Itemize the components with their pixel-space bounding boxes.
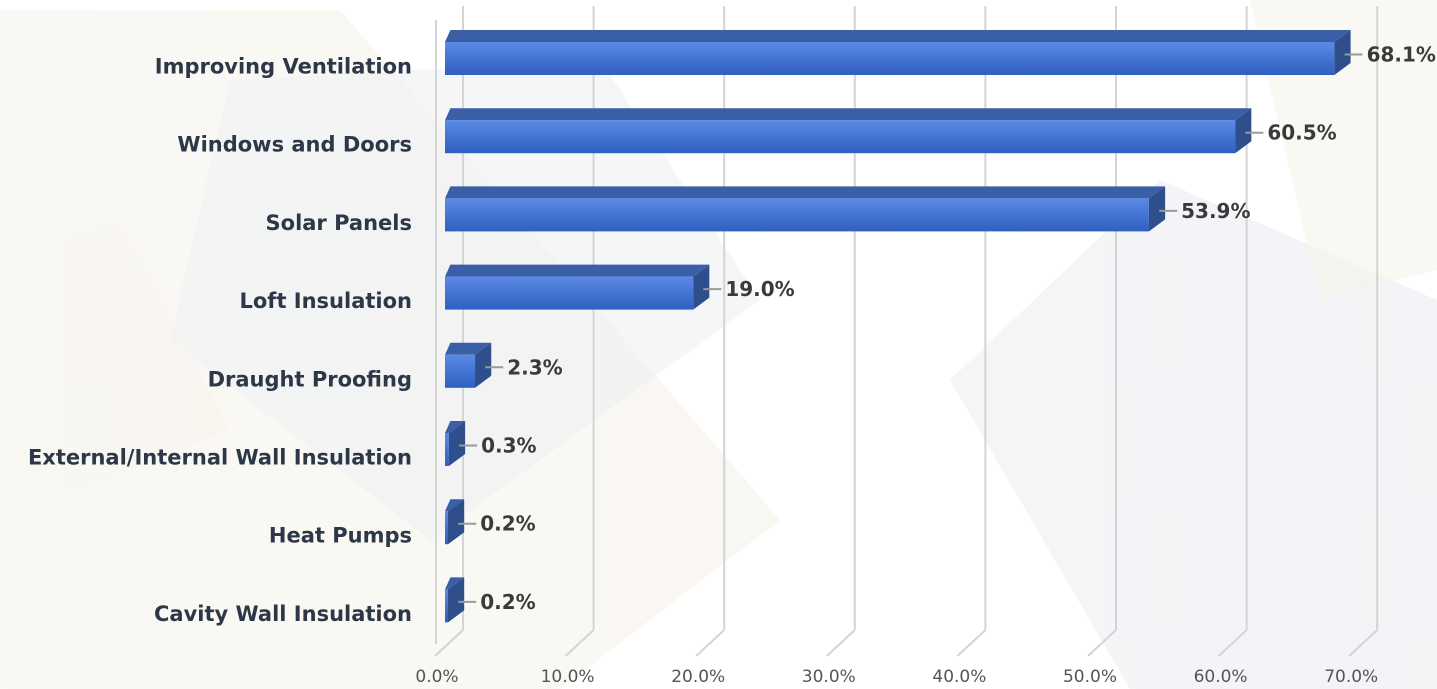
gridline-floor bbox=[434, 629, 464, 657]
bar-side-face bbox=[448, 577, 465, 623]
category-labels: Improving Ventilation Windows and Doors So… bbox=[28, 55, 412, 626]
bar-side-face bbox=[448, 421, 466, 466]
value-label: 60.5% bbox=[1267, 121, 1336, 145]
value-label: 0.3% bbox=[481, 434, 536, 458]
category-label: Windows and Doors bbox=[177, 133, 412, 157]
bar-side-face bbox=[1148, 186, 1166, 232]
x-axis-tick-labels: 0.0% 10.0% 20.0% 30.0% 40.0% 50.0% 60.0% 70.0% bbox=[415, 667, 1378, 687]
x-tick-label: 20.0% bbox=[671, 667, 725, 687]
value-label: 53.9% bbox=[1181, 199, 1250, 223]
value-labels: 68.1% 60.5% 53.9% 19.0% 2.3% 0.3% 0.2% 0.2% bbox=[458, 43, 1436, 614]
gridline-floor bbox=[695, 629, 725, 657]
bar-side-face bbox=[1235, 108, 1252, 154]
bar bbox=[445, 342, 492, 388]
bar-top-face bbox=[445, 264, 710, 277]
bar-front-face bbox=[445, 354, 476, 388]
bar-top-face bbox=[445, 30, 1351, 42]
category-label: Cavity Wall Insulation bbox=[154, 602, 412, 626]
value-label: 68.1% bbox=[1367, 43, 1436, 67]
gridline-floor bbox=[1348, 629, 1378, 657]
bar-front-face bbox=[445, 198, 1149, 232]
bar-front-face bbox=[445, 589, 448, 623]
bar-front-face bbox=[445, 120, 1236, 154]
bar-top-face bbox=[445, 421, 466, 433]
bar-top-face bbox=[445, 499, 465, 512]
category-label: Improving Ventilation bbox=[155, 55, 412, 79]
x-tick-label: 50.0% bbox=[1063, 667, 1117, 687]
bar bbox=[445, 421, 466, 466]
bar-top-face bbox=[445, 186, 1166, 199]
x-tick-label: 60.0% bbox=[1194, 667, 1248, 687]
value-label: 0.2% bbox=[480, 512, 535, 536]
bar bbox=[445, 577, 465, 623]
gridline-floor bbox=[956, 629, 987, 657]
value-label: 0.2% bbox=[480, 590, 535, 614]
x-tick-label: 70.0% bbox=[1324, 667, 1378, 687]
bar-front-face bbox=[445, 433, 449, 466]
bar-top-face bbox=[445, 108, 1252, 121]
value-label: 19.0% bbox=[725, 277, 794, 301]
category-label: Heat Pumps bbox=[269, 524, 412, 548]
bar-front-face bbox=[445, 42, 1335, 75]
bar-side-face bbox=[693, 264, 710, 310]
category-label: Loft Insulation bbox=[240, 289, 413, 313]
category-label: Solar Panels bbox=[266, 211, 412, 235]
bar-side-face bbox=[475, 342, 492, 388]
bar-front-face bbox=[445, 276, 694, 310]
bar-top-face bbox=[445, 342, 492, 355]
bar bbox=[445, 264, 710, 310]
bars bbox=[445, 30, 1351, 623]
category-label: External/Internal Wall Insulation bbox=[28, 446, 412, 470]
bar bbox=[445, 499, 465, 545]
x-tick-label: 40.0% bbox=[932, 667, 986, 687]
category-label: Draught Proofing bbox=[208, 367, 412, 391]
gridline-floor bbox=[564, 629, 595, 657]
x-tick-label: 10.0% bbox=[541, 667, 595, 687]
value-label: 2.3% bbox=[507, 355, 562, 379]
x-tick-label: 30.0% bbox=[802, 667, 856, 687]
x-tick-label: 0.0% bbox=[415, 667, 458, 687]
bar bbox=[445, 30, 1351, 75]
gridline-floor bbox=[1217, 629, 1248, 657]
bar-front-face bbox=[445, 511, 448, 545]
bar-side-face bbox=[1334, 30, 1351, 75]
bar bbox=[445, 108, 1252, 154]
gridline-floor bbox=[1087, 629, 1117, 657]
bar-side-face bbox=[448, 499, 465, 545]
gridline-floor bbox=[826, 629, 856, 657]
bar-top-face bbox=[445, 577, 465, 590]
bar bbox=[445, 186, 1166, 232]
